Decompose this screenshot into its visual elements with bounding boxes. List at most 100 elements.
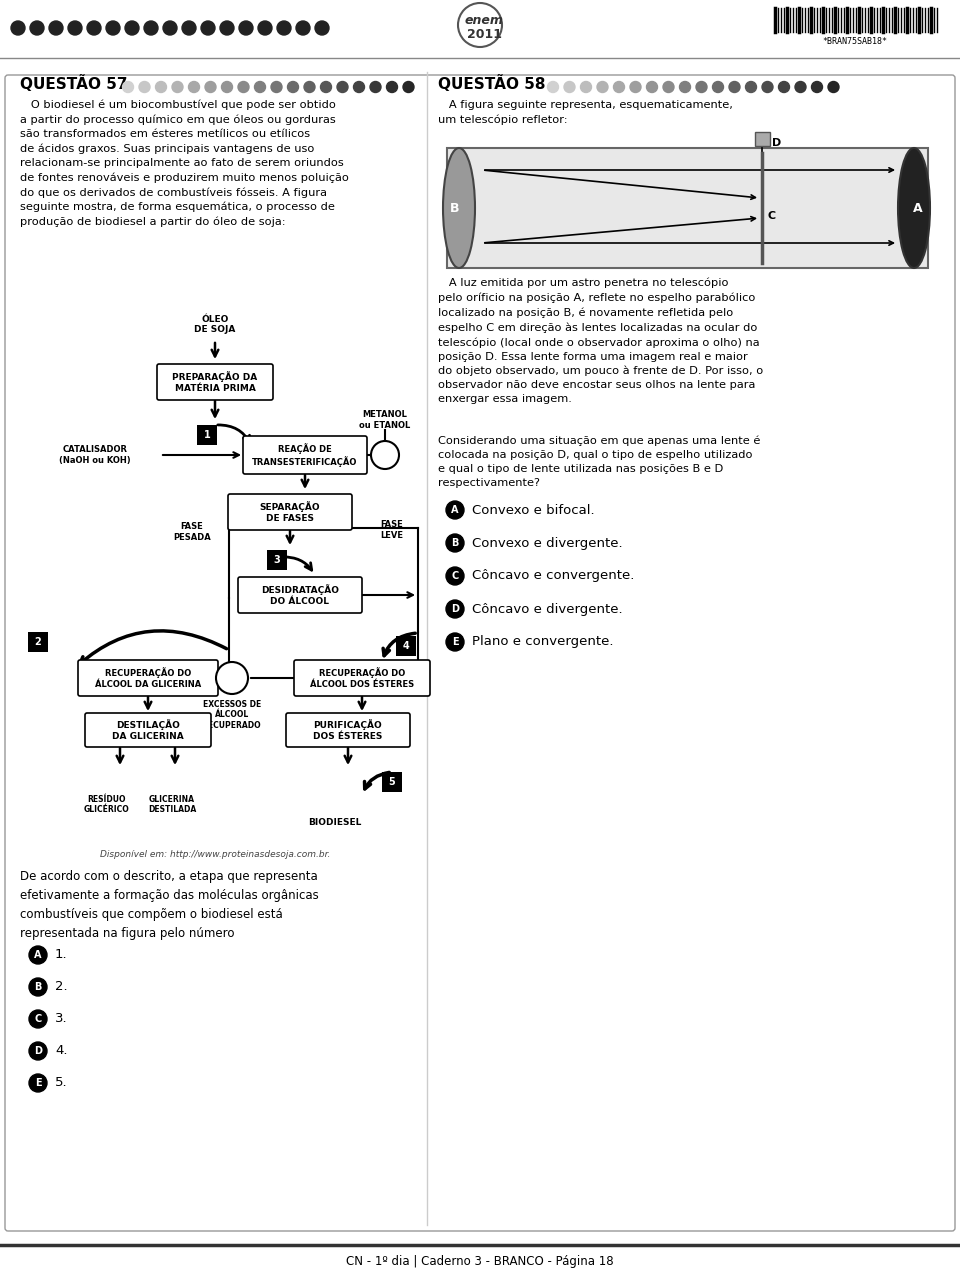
- Ellipse shape: [443, 148, 475, 268]
- Circle shape: [547, 82, 559, 92]
- Text: PREPARAÇÃO DA
MATÉRIA PRIMA: PREPARAÇÃO DA MATÉRIA PRIMA: [173, 371, 257, 393]
- Circle shape: [49, 21, 63, 35]
- Text: De acordo com o descrito, a etapa que representa
efetivamente a formação das mol: De acordo com o descrito, a etapa que re…: [20, 870, 319, 940]
- Text: D: D: [451, 604, 459, 615]
- Text: Plano e convergente.: Plano e convergente.: [472, 635, 613, 648]
- Text: EXCESSOS DE
ÁLCOOL
RECUPERADO: EXCESSOS DE ÁLCOOL RECUPERADO: [203, 701, 261, 730]
- Text: 2.: 2.: [55, 980, 67, 993]
- Circle shape: [172, 82, 183, 92]
- FancyBboxPatch shape: [157, 364, 273, 400]
- Circle shape: [139, 82, 150, 92]
- Circle shape: [182, 21, 196, 35]
- Circle shape: [11, 21, 25, 35]
- Circle shape: [403, 82, 414, 92]
- Text: SEPARAÇÃO
DE FASES: SEPARAÇÃO DE FASES: [260, 502, 321, 522]
- Circle shape: [663, 82, 674, 92]
- Circle shape: [581, 82, 591, 92]
- Text: 3.: 3.: [55, 1012, 67, 1025]
- Circle shape: [630, 82, 641, 92]
- Circle shape: [387, 82, 397, 92]
- Bar: [447, 148, 928, 268]
- Text: A figura seguinte representa, esquematicamente,
um telescópio refletor:: A figura seguinte representa, esquematic…: [438, 100, 732, 124]
- Circle shape: [304, 82, 315, 92]
- Circle shape: [29, 1010, 47, 1028]
- Circle shape: [239, 21, 253, 35]
- Circle shape: [29, 1074, 47, 1092]
- Text: D: D: [772, 139, 781, 148]
- Circle shape: [458, 3, 502, 47]
- Circle shape: [68, 21, 82, 35]
- Text: 2: 2: [35, 636, 41, 647]
- Text: 2011: 2011: [467, 28, 501, 41]
- Text: Convexo e bifocal.: Convexo e bifocal.: [472, 503, 594, 517]
- Circle shape: [277, 21, 291, 35]
- Text: C: C: [35, 1014, 41, 1024]
- Text: CATALISADOR
(NaOH ou KOH): CATALISADOR (NaOH ou KOH): [60, 445, 131, 464]
- Text: ÓLEO
DE SOJA: ÓLEO DE SOJA: [194, 316, 236, 335]
- Circle shape: [795, 82, 806, 92]
- Text: REAÇÃO DE
TRANSESTERIFICAÇÃO: REAÇÃO DE TRANSESTERIFICAÇÃO: [252, 443, 358, 467]
- Circle shape: [222, 82, 232, 92]
- Text: E: E: [35, 1078, 41, 1088]
- Circle shape: [238, 82, 249, 92]
- Circle shape: [729, 82, 740, 92]
- Circle shape: [446, 600, 464, 618]
- Ellipse shape: [898, 148, 930, 268]
- Text: C: C: [768, 210, 776, 221]
- Text: 4: 4: [402, 642, 409, 650]
- Text: A: A: [35, 949, 41, 960]
- Circle shape: [201, 21, 215, 35]
- FancyBboxPatch shape: [78, 659, 218, 695]
- Text: Disponível em: http://www.proteinasdesoja.com.br.: Disponível em: http://www.proteinasdesoj…: [100, 851, 330, 860]
- Text: B: B: [451, 538, 459, 548]
- Text: QUESTÃO 58: QUESTÃO 58: [438, 74, 545, 92]
- Circle shape: [188, 82, 200, 92]
- Text: QUESTÃO 57: QUESTÃO 57: [20, 74, 128, 92]
- Text: DESIDRATAÇÃO
DO ÁLCOOL: DESIDRATAÇÃO DO ÁLCOOL: [261, 584, 339, 606]
- Circle shape: [29, 978, 47, 996]
- FancyBboxPatch shape: [243, 436, 367, 473]
- Circle shape: [337, 82, 348, 92]
- Circle shape: [29, 946, 47, 964]
- Text: 3: 3: [274, 556, 280, 565]
- FancyBboxPatch shape: [294, 659, 430, 695]
- Circle shape: [446, 534, 464, 552]
- Text: FASE
PESADA: FASE PESADA: [173, 522, 211, 541]
- Text: D: D: [34, 1046, 42, 1056]
- Text: Convexo e divergente.: Convexo e divergente.: [472, 536, 623, 549]
- Text: DESTILAÇÃO
DA GLICERINA: DESTILAÇÃO DA GLICERINA: [112, 720, 184, 740]
- Text: RESÍDUO
GLICÉRICO: RESÍDUO GLICÉRICO: [84, 795, 130, 815]
- Circle shape: [287, 82, 299, 92]
- Circle shape: [828, 82, 839, 92]
- Text: Côncavo e convergente.: Côncavo e convergente.: [472, 570, 635, 582]
- Bar: [28, 633, 48, 652]
- FancyBboxPatch shape: [85, 713, 211, 747]
- Circle shape: [746, 82, 756, 92]
- Text: B: B: [35, 981, 41, 992]
- Circle shape: [29, 1042, 47, 1060]
- Text: CN - 1º dia | Caderno 3 - BRANCO - Página 18: CN - 1º dia | Caderno 3 - BRANCO - Págin…: [347, 1256, 613, 1269]
- Text: 1.: 1.: [55, 948, 67, 961]
- FancyBboxPatch shape: [5, 74, 955, 1230]
- Circle shape: [646, 82, 658, 92]
- Text: 5: 5: [389, 777, 396, 786]
- Text: A: A: [913, 201, 923, 214]
- Circle shape: [446, 500, 464, 520]
- Text: Considerando uma situação em que apenas uma lente é
colocada na posição D, qual : Considerando uma situação em que apenas …: [438, 435, 760, 488]
- Circle shape: [271, 82, 282, 92]
- FancyBboxPatch shape: [238, 577, 362, 613]
- Circle shape: [144, 21, 158, 35]
- Circle shape: [106, 21, 120, 35]
- Text: A: A: [451, 506, 459, 514]
- Bar: [197, 425, 217, 445]
- Bar: [382, 772, 402, 792]
- Circle shape: [564, 82, 575, 92]
- Text: GLICERINA
DESTILADA: GLICERINA DESTILADA: [148, 795, 196, 815]
- Bar: [396, 636, 416, 656]
- Bar: [267, 550, 287, 570]
- Circle shape: [779, 82, 789, 92]
- Circle shape: [371, 441, 399, 470]
- Text: BIODIESEL: BIODIESEL: [308, 819, 362, 828]
- Circle shape: [597, 82, 608, 92]
- Circle shape: [296, 21, 310, 35]
